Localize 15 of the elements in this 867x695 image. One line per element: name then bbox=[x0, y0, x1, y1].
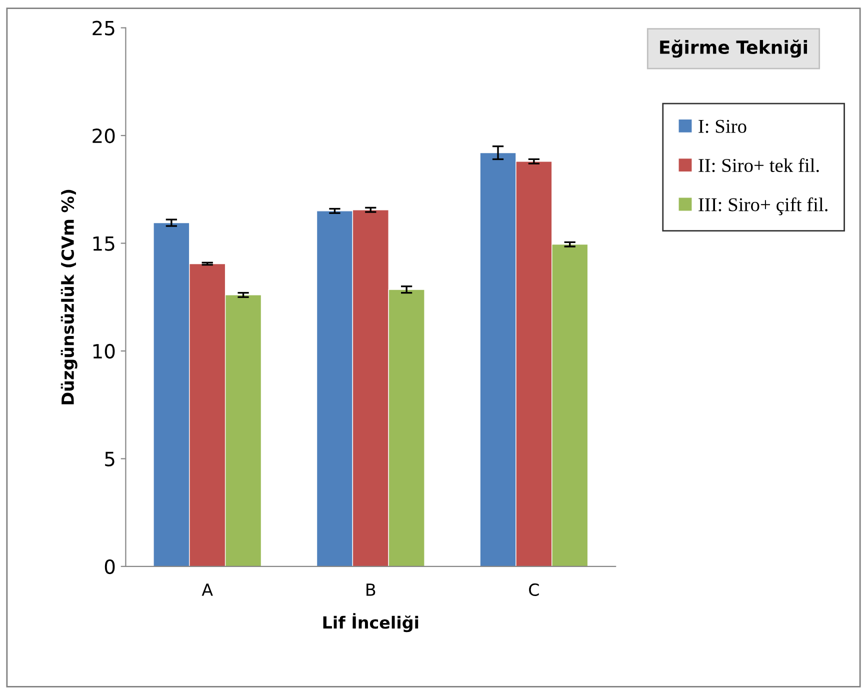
y-tick-label: 5 bbox=[105, 452, 114, 466]
legend-label: III: Siro+ çift fil. bbox=[698, 197, 828, 216]
x-tick-label: C bbox=[529, 583, 539, 596]
y-tick-label: 25 bbox=[92, 20, 114, 36]
legend-label: I: Siro bbox=[698, 120, 746, 133]
y-axis-title: Düzgünsüzlük (CVm %) bbox=[60, 190, 78, 404]
y-tick-label: 15 bbox=[93, 236, 114, 251]
y-tick-label: 10 bbox=[93, 344, 115, 359]
x-tick-label: A bbox=[202, 584, 213, 596]
x-axis-title: Lif İnceliği bbox=[323, 613, 418, 632]
legend-label: II: Siro+ tek fil. bbox=[698, 158, 819, 172]
x-tick-label: B bbox=[366, 584, 376, 596]
legend-title: Eğirme Tekniği bbox=[660, 40, 807, 58]
y-tick-label: 20 bbox=[92, 128, 115, 144]
y-tick-label: 0 bbox=[104, 559, 115, 574]
